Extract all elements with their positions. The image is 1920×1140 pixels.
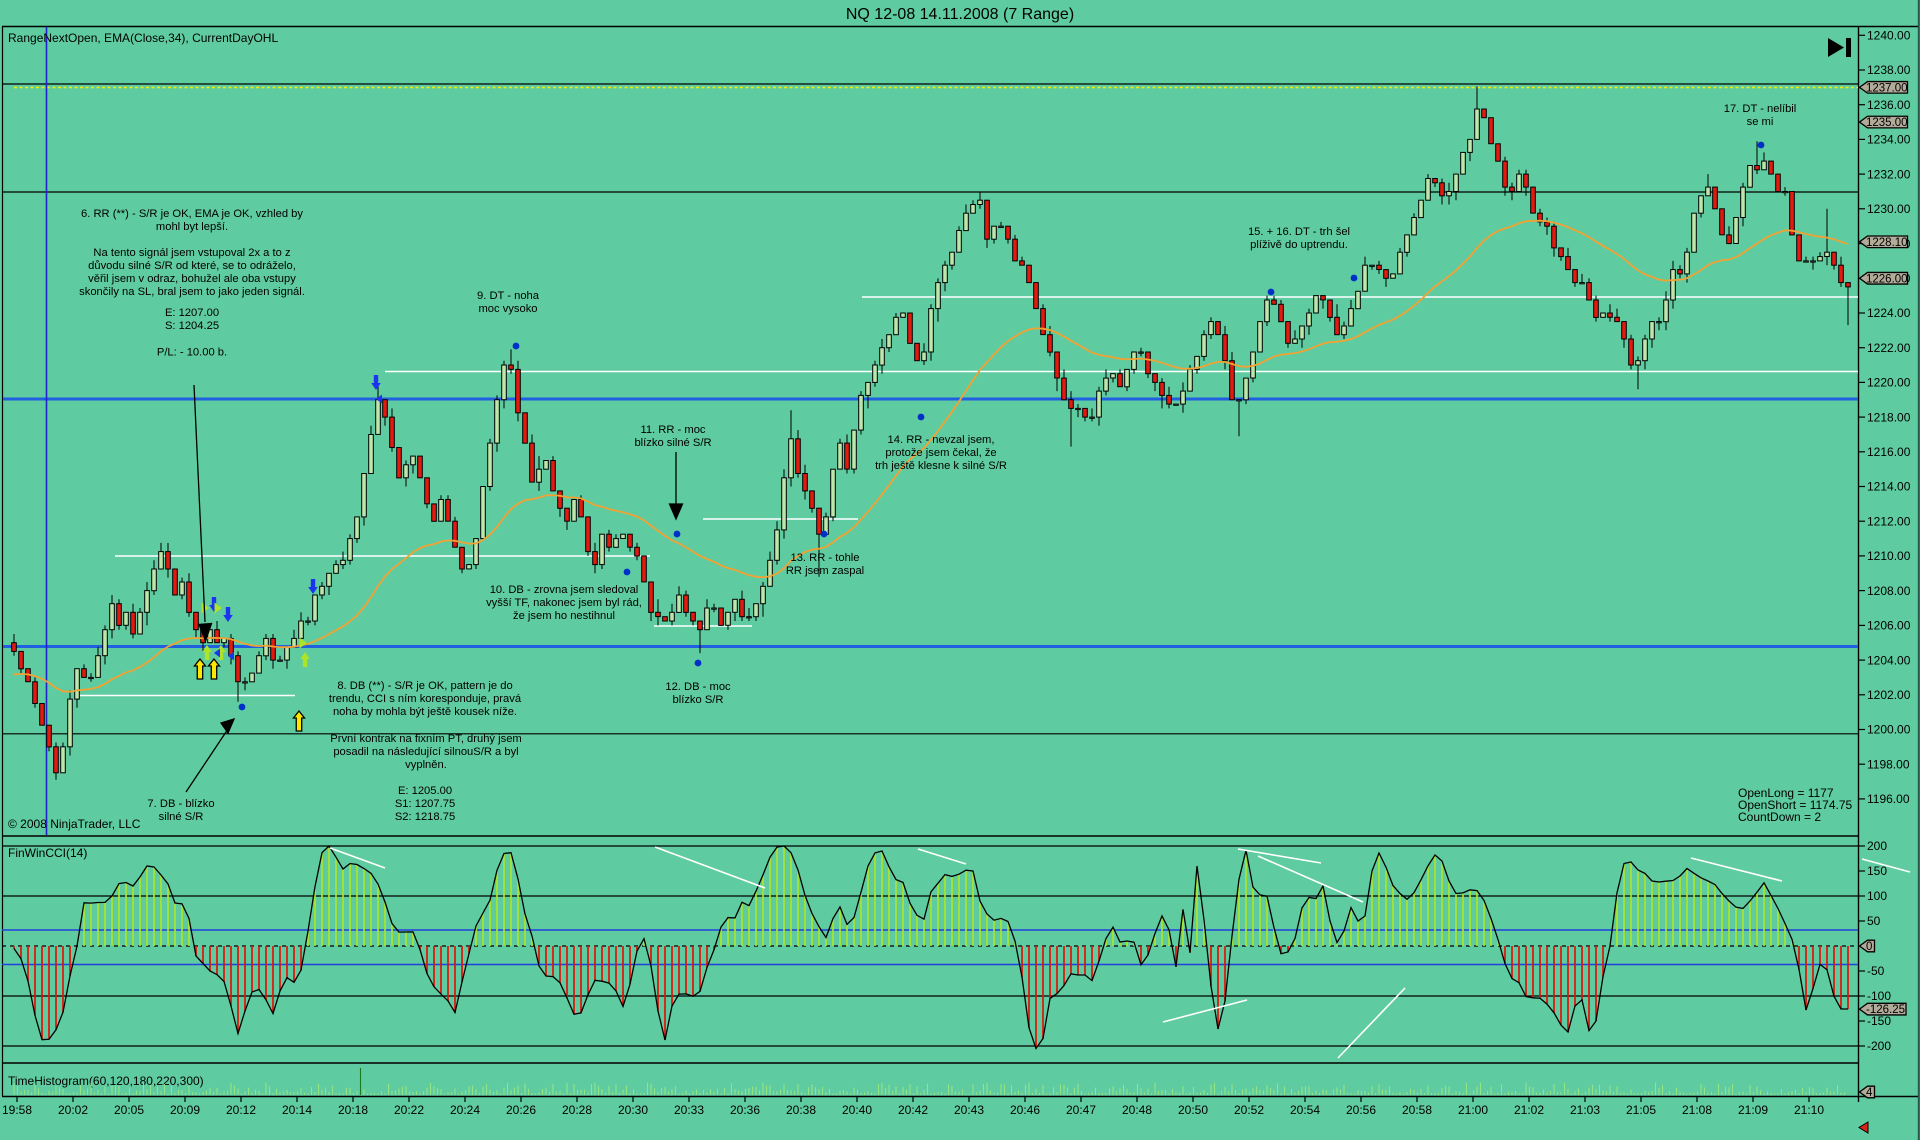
svg-text:1208.00: 1208.00 <box>1867 584 1911 598</box>
svg-text:RangeNextOpen, EMA(Close,34),: RangeNextOpen, EMA(Close,34), CurrentDay… <box>8 31 278 45</box>
svg-text:-150: -150 <box>1867 1014 1891 1028</box>
svg-text:50: 50 <box>1867 914 1881 928</box>
svg-text:1196.00: 1196.00 <box>1867 792 1910 806</box>
svg-text:20:58: 20:58 <box>1402 1103 1432 1117</box>
svg-text:20:30: 20:30 <box>618 1103 648 1117</box>
svg-text:0: 0 <box>1866 941 1872 953</box>
svg-text:20:05: 20:05 <box>114 1103 144 1117</box>
svg-text:20:33: 20:33 <box>674 1103 704 1117</box>
svg-text:1228.10: 1228.10 <box>1866 237 1908 249</box>
svg-text:20:43: 20:43 <box>954 1103 984 1117</box>
svg-text:1237.00: 1237.00 <box>1866 82 1908 94</box>
svg-text:1202.00: 1202.00 <box>1867 688 1911 702</box>
svg-text:20:28: 20:28 <box>562 1103 592 1117</box>
svg-text:21:05: 21:05 <box>1626 1103 1656 1117</box>
svg-text:P/L: - 10.00 b.: P/L: - 10.00 b. <box>157 347 227 359</box>
svg-text:20:24: 20:24 <box>450 1103 480 1117</box>
svg-text:-50: -50 <box>1867 964 1885 978</box>
svg-text:20:12: 20:12 <box>226 1103 256 1117</box>
svg-text:1240.00: 1240.00 <box>1867 29 1911 43</box>
svg-text:6. RR (**) - S/R je OK, EMA je: 6. RR (**) - S/R je OK, EMA je OK, vzhle… <box>81 208 303 233</box>
svg-text:1214.00: 1214.00 <box>1867 480 1911 494</box>
svg-text:CountDown = 2: CountDown = 2 <box>1738 810 1821 824</box>
svg-text:1216.00: 1216.00 <box>1867 445 1911 459</box>
svg-text:21:08: 21:08 <box>1682 1103 1712 1117</box>
svg-text:-200: -200 <box>1867 1039 1891 1053</box>
svg-text:1226.00: 1226.00 <box>1866 273 1908 285</box>
svg-text:NQ 12-08 14.11.2008 (7 Range): NQ 12-08 14.11.2008 (7 Range) <box>846 6 1074 23</box>
svg-text:20:26: 20:26 <box>506 1103 536 1117</box>
svg-text:Na tento signál jsem vstupoval: Na tento signál jsem vstupoval 2x a to z… <box>79 247 305 298</box>
svg-text:20:52: 20:52 <box>1234 1103 1264 1117</box>
svg-text:150: 150 <box>1867 864 1887 878</box>
svg-text:1206.00: 1206.00 <box>1867 619 1911 633</box>
svg-text:1222.00: 1222.00 <box>1867 341 1911 355</box>
svg-text:OpenShort = 1174.75: OpenShort = 1174.75 <box>1738 798 1853 812</box>
svg-text:20:02: 20:02 <box>58 1103 88 1117</box>
svg-text:1235.00: 1235.00 <box>1866 117 1908 129</box>
svg-text:200: 200 <box>1867 839 1887 853</box>
svg-text:20:46: 20:46 <box>1010 1103 1040 1117</box>
svg-text:1232.00: 1232.00 <box>1867 167 1911 181</box>
svg-text:FinWinCCI(14): FinWinCCI(14) <box>8 846 87 860</box>
svg-text:20:36: 20:36 <box>730 1103 760 1117</box>
svg-text:100: 100 <box>1867 889 1887 903</box>
svg-text:20:38: 20:38 <box>786 1103 816 1117</box>
svg-text:20:42: 20:42 <box>898 1103 928 1117</box>
svg-text:1236.00: 1236.00 <box>1867 98 1911 112</box>
svg-text:21:03: 21:03 <box>1570 1103 1600 1117</box>
svg-text:1230.00: 1230.00 <box>1867 202 1911 216</box>
svg-text:První kontrak na fixním PT, dr: První kontrak na fixním PT, druhý jsem po… <box>330 733 522 771</box>
svg-text:20:50: 20:50 <box>1178 1103 1208 1117</box>
svg-text:1224.00: 1224.00 <box>1867 306 1911 320</box>
svg-text:20:47: 20:47 <box>1066 1103 1096 1117</box>
svg-text:4: 4 <box>1866 1087 1873 1099</box>
svg-text:19:58: 19:58 <box>2 1103 32 1117</box>
svg-text:1218.00: 1218.00 <box>1867 410 1911 424</box>
svg-text:1220.00: 1220.00 <box>1867 376 1911 390</box>
svg-text:E: 1207.00S: 1204.25: E: 1207.00 S: 1204.25 <box>165 307 219 332</box>
svg-text:8. DB (**) - S/R je OK, patter: 8. DB (**) - S/R je OK, pattern je do tre… <box>329 680 522 718</box>
svg-text:OpenLong = 1177: OpenLong = 1177 <box>1738 786 1834 800</box>
svg-text:21:09: 21:09 <box>1738 1103 1768 1117</box>
svg-text:20:18: 20:18 <box>338 1103 368 1117</box>
svg-text:TimeHistogram(60,120,180,220,3: TimeHistogram(60,120,180,220,300) <box>8 1074 204 1088</box>
svg-text:20:09: 20:09 <box>170 1103 200 1117</box>
svg-text:20:54: 20:54 <box>1290 1103 1320 1117</box>
svg-text:1204.00: 1204.00 <box>1867 653 1911 667</box>
svg-text:20:22: 20:22 <box>394 1103 424 1117</box>
svg-text:20:56: 20:56 <box>1346 1103 1376 1117</box>
svg-text:14. RR - nevzal jsem,protože j: 14. RR - nevzal jsem, protože jsem čekal,… <box>875 434 1007 472</box>
svg-text:1198.00: 1198.00 <box>1867 757 1910 771</box>
svg-text:20:40: 20:40 <box>842 1103 872 1117</box>
svg-text:20:14: 20:14 <box>282 1103 312 1117</box>
svg-text:1200.00: 1200.00 <box>1867 723 1911 737</box>
svg-text:21:00: 21:00 <box>1458 1103 1488 1117</box>
svg-text:1210.00: 1210.00 <box>1867 549 1911 563</box>
svg-text:-100: -100 <box>1867 989 1891 1003</box>
svg-text:20:48: 20:48 <box>1122 1103 1152 1117</box>
svg-text:21:02: 21:02 <box>1514 1103 1544 1117</box>
svg-text:1238.00: 1238.00 <box>1867 63 1911 77</box>
svg-text:-126.25: -126.25 <box>1866 1004 1905 1016</box>
svg-text:1234.00: 1234.00 <box>1867 133 1911 147</box>
svg-text:21:10: 21:10 <box>1794 1103 1824 1117</box>
svg-text:© 2008 NinjaTrader, LLC: © 2008 NinjaTrader, LLC <box>8 817 141 831</box>
svg-text:1212.00: 1212.00 <box>1867 514 1911 528</box>
